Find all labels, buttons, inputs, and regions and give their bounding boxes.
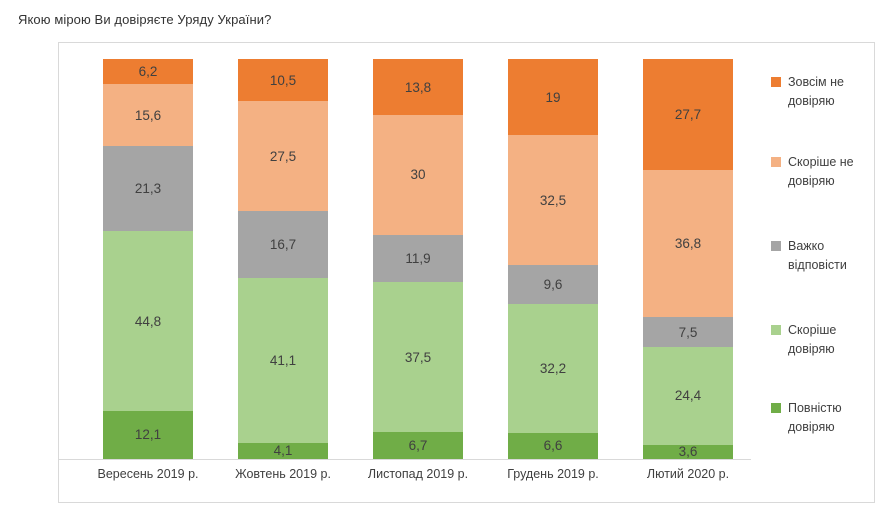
- data-label: 6,2: [138, 63, 158, 79]
- x-axis-label: Вересень 2019 р.: [97, 467, 199, 481]
- legend-label: Повністю довіряю: [788, 401, 842, 434]
- data-label: 41,1: [269, 352, 297, 368]
- data-label: 13,8: [404, 79, 432, 95]
- chart-area: 12,1 44,8 21,3 15,6 6,2 4,1 41,1 16,7 27,5 10,5 6,…: [58, 42, 875, 503]
- legend-swatch-icon: [771, 403, 781, 413]
- bar-column-0: 12,1 44,8 21,3 15,6 6,2: [103, 59, 193, 459]
- bar-segment: 12,1: [103, 410, 193, 459]
- bar-segment: 36,8: [643, 169, 733, 318]
- bar-segment: 16,7: [238, 211, 328, 279]
- data-label: 19: [545, 89, 561, 105]
- bar-segment: 24,4: [643, 347, 733, 445]
- bar-segment: 4,1: [238, 442, 328, 459]
- legend-swatch-icon: [771, 157, 781, 167]
- legend-label: Зовсім не довіряю: [788, 75, 844, 108]
- bar-segment: 9,6: [508, 265, 598, 304]
- data-label: 11,9: [405, 250, 431, 266]
- data-label: 36,8: [674, 235, 702, 251]
- x-axis-label: Лютий 2020 р.: [646, 467, 730, 481]
- legend-swatch-icon: [771, 77, 781, 87]
- data-label: 15,6: [134, 107, 162, 123]
- data-label: 30: [410, 167, 426, 183]
- data-label: 27,7: [674, 106, 702, 122]
- bar-segment: 37,5: [373, 282, 463, 433]
- legend-label: Важко відповісти: [788, 239, 847, 272]
- bar-column-2: 6,7 37,5 11,9 30 13,8: [373, 59, 463, 459]
- bar-segment: 13,8: [373, 59, 463, 115]
- bar-segment: 6,7: [373, 432, 463, 459]
- bar-segment: 10,5: [238, 59, 328, 102]
- bar-segment: 7,5: [643, 317, 733, 348]
- data-label: 32,5: [539, 192, 567, 208]
- bar-segment: 21,3: [103, 146, 193, 232]
- chart-title: Якою мірою Ви довіряєте Уряду України?: [18, 12, 272, 27]
- data-label: 27,5: [269, 148, 297, 164]
- bar-segment: 15,6: [103, 83, 193, 147]
- bar-segment: 27,5: [238, 101, 328, 212]
- plot-area: 12,1 44,8 21,3 15,6 6,2 4,1 41,1 16,7 27,5 10,5 6,…: [59, 59, 751, 460]
- legend-item: Зовсім не довіряю: [771, 73, 875, 111]
- legend-swatch-icon: [771, 241, 781, 251]
- bar-segment: 19: [508, 59, 598, 136]
- bar-column-4: 3,6 24,4 7,5 36,8 27,7: [643, 59, 733, 459]
- legend-label: Скоріше довіряю: [788, 323, 837, 356]
- bar-segment: 3,6: [643, 444, 733, 460]
- x-axis: Вересень 2019 р. Жовтень 2019 р. Листопад …: [59, 467, 751, 487]
- bar-segment: 6,2: [103, 59, 193, 84]
- x-axis-label: Жовтень 2019 р.: [235, 467, 331, 481]
- data-label: 24,4: [674, 388, 702, 404]
- data-label: 6,6: [543, 438, 563, 454]
- bar-segment: 27,7: [643, 59, 733, 170]
- bar-segment: 30: [373, 114, 463, 235]
- legend-item: Скоріше не довіряю: [771, 153, 875, 191]
- bar-segment: 11,9: [373, 234, 463, 283]
- legend-item: Важко відповісти: [771, 237, 875, 275]
- legend-item: Повністю довіряю: [771, 399, 875, 437]
- legend: Зовсім не довіряю Скоріше не довіряю Важко…: [771, 43, 875, 483]
- bar-segment: 6,6: [508, 432, 598, 459]
- bar-segment: 32,5: [508, 135, 598, 266]
- data-label: 16,7: [269, 237, 297, 253]
- bar-segment: 41,1: [238, 278, 328, 443]
- legend-swatch-icon: [771, 325, 781, 335]
- data-label: 6,7: [408, 438, 428, 454]
- data-label: 44,8: [134, 313, 162, 329]
- bar-segment: 44,8: [103, 231, 193, 411]
- x-axis-label: Листопад 2019 р.: [367, 467, 469, 481]
- legend-label: Скоріше не довіряю: [788, 155, 854, 188]
- bar-column-1: 4,1 41,1 16,7 27,5 10,5: [238, 59, 328, 459]
- bar-column-3: 6,6 32,2 9,6 32,5 19: [508, 59, 598, 459]
- data-label: 37,5: [404, 349, 432, 365]
- legend-item: Скоріше довіряю: [771, 321, 875, 359]
- data-label: 10,5: [269, 72, 297, 88]
- data-label: 4,1: [273, 443, 293, 459]
- data-label: 21,3: [134, 181, 162, 197]
- data-label: 9,6: [543, 277, 563, 293]
- x-axis-label: Грудень 2019 р.: [507, 467, 599, 481]
- data-label: 12,1: [134, 427, 162, 443]
- data-label: 3,6: [678, 444, 698, 460]
- data-label: 7,5: [678, 324, 698, 340]
- data-label: 32,2: [539, 360, 567, 376]
- bar-segment: 32,2: [508, 303, 598, 433]
